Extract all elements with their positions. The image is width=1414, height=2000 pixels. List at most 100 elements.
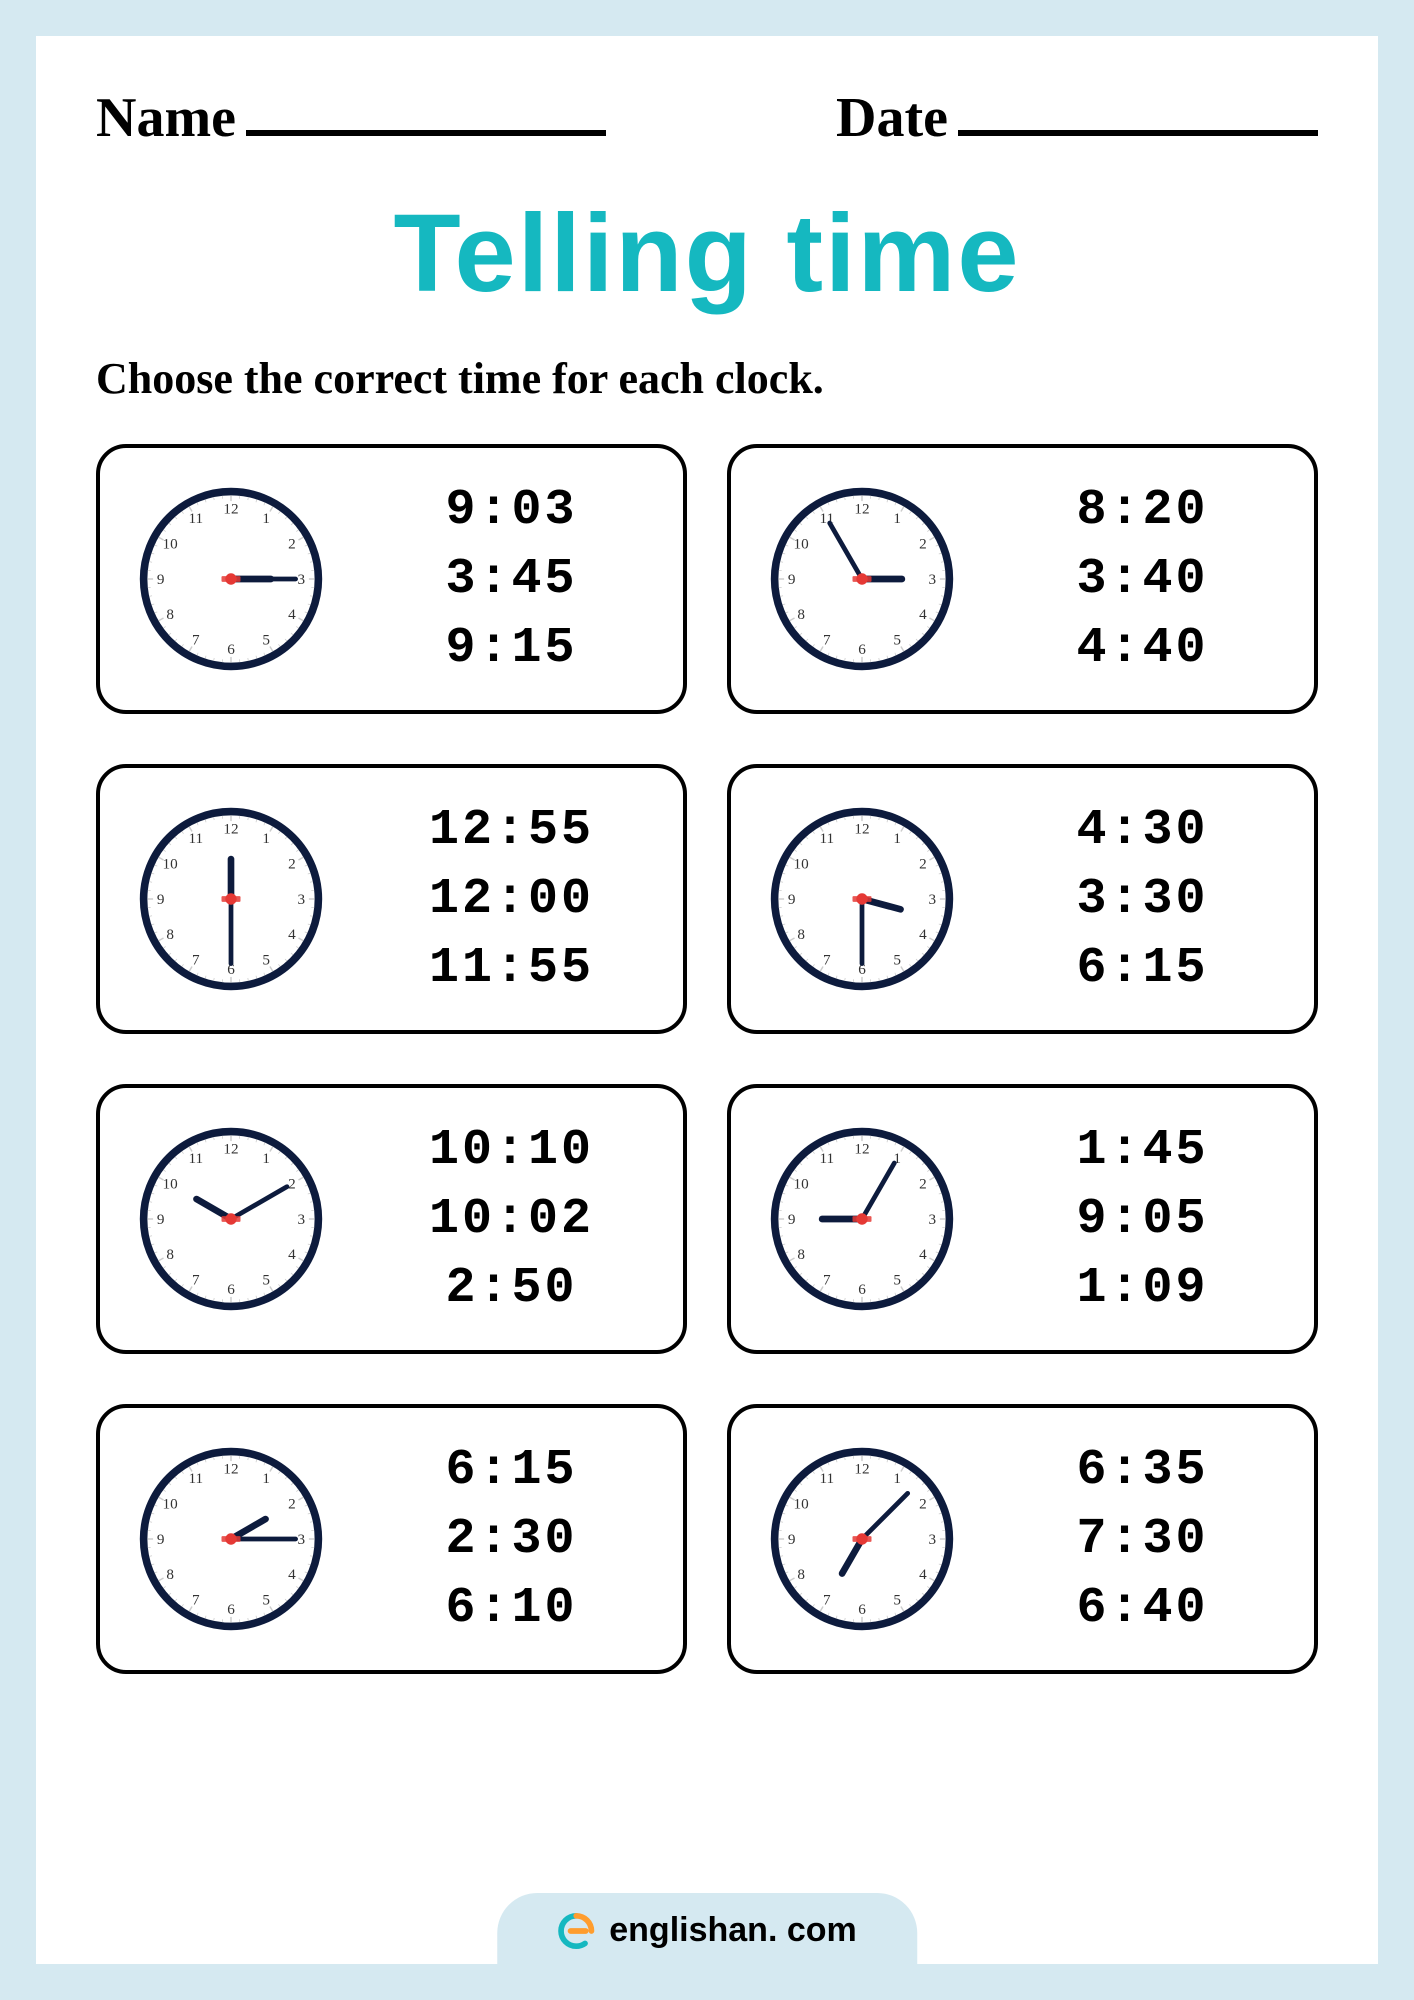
svg-text:5: 5 [893, 1592, 901, 1609]
clock-icon: 123456789101112 [136, 1444, 326, 1634]
clock-card: 123456789101112 10:1010:022:50 [96, 1084, 687, 1354]
svg-text:11: 11 [189, 1150, 204, 1167]
answer-options: 6:35 7:30 6:40 [1007, 1442, 1278, 1637]
answer-option[interactable]: 6:15 [376, 1442, 647, 1499]
clock-grid: 123456789101112 9:033:459:15 12345678910… [96, 444, 1318, 1674]
svg-text:9: 9 [788, 891, 796, 908]
answer-option[interactable]: 12:00 [376, 871, 647, 928]
svg-text:11: 11 [820, 1150, 835, 1167]
clock-card: 123456789101112 12:5512:0011:55 [96, 764, 687, 1034]
svg-text:4: 4 [288, 1566, 296, 1583]
svg-text:12: 12 [223, 1140, 238, 1157]
answer-option[interactable]: 1:09 [1007, 1260, 1278, 1317]
answer-option[interactable]: 10:10 [376, 1122, 647, 1179]
answer-option[interactable]: 2:50 [376, 1260, 647, 1317]
svg-text:1: 1 [893, 830, 901, 847]
svg-text:6: 6 [858, 1601, 866, 1618]
answer-option[interactable]: 2:30 [376, 1511, 647, 1568]
answer-options: 8:20 3:40 4:40 [1007, 482, 1278, 677]
clock-card: 123456789101112 1:459:051:09 [727, 1084, 1318, 1354]
name-field: Name [96, 86, 606, 150]
brand-logo-icon [557, 1912, 595, 1950]
answer-option[interactable]: 4:40 [1007, 620, 1278, 677]
date-input-line[interactable] [958, 130, 1318, 136]
answer-option[interactable]: 4:30 [1007, 802, 1278, 859]
svg-text:12: 12 [854, 1140, 869, 1157]
svg-text:1: 1 [262, 1150, 270, 1167]
clock-card: 123456789101112 8:203:404:40 [727, 444, 1318, 714]
svg-text:11: 11 [820, 830, 835, 847]
name-input-line[interactable] [246, 130, 606, 136]
footer-brand-text: englishan. com [609, 1911, 857, 1950]
svg-text:8: 8 [166, 926, 174, 943]
answer-option[interactable]: 7:30 [1007, 1511, 1278, 1568]
svg-text:5: 5 [262, 632, 270, 649]
svg-text:10: 10 [794, 1176, 810, 1193]
clock-icon: 123456789101112 [767, 1124, 957, 1314]
svg-text:9: 9 [157, 1531, 165, 1548]
clock-card: 123456789101112 6:152:306:10 [96, 1404, 687, 1674]
answer-options: 4:30 3:30 6:15 [1007, 802, 1278, 997]
svg-text:11: 11 [189, 830, 204, 847]
svg-text:7: 7 [192, 1272, 200, 1289]
svg-text:3: 3 [298, 1211, 306, 1228]
svg-text:3: 3 [929, 571, 937, 588]
answer-option[interactable]: 8:20 [1007, 482, 1278, 539]
answer-option[interactable]: 3:45 [376, 551, 647, 608]
answer-option[interactable]: 6:15 [1007, 940, 1278, 997]
svg-text:7: 7 [823, 952, 831, 969]
svg-text:3: 3 [298, 891, 306, 908]
svg-text:2: 2 [288, 1176, 296, 1193]
svg-text:2: 2 [919, 856, 927, 873]
svg-text:7: 7 [192, 1592, 200, 1609]
answer-option[interactable]: 3:40 [1007, 551, 1278, 608]
answer-option[interactable]: 6:40 [1007, 1580, 1278, 1637]
svg-text:8: 8 [797, 1246, 805, 1263]
svg-text:2: 2 [288, 536, 296, 553]
clock-card: 123456789101112 6:357:306:40 [727, 1404, 1318, 1674]
answer-option[interactable]: 3:30 [1007, 871, 1278, 928]
footer-brand-pill: englishan. com [497, 1893, 917, 1964]
clock-icon: 123456789101112 [136, 1124, 326, 1314]
answer-option[interactable]: 12:55 [376, 802, 647, 859]
svg-text:11: 11 [189, 510, 204, 527]
svg-text:9: 9 [788, 571, 796, 588]
svg-text:9: 9 [157, 1211, 165, 1228]
svg-text:1: 1 [893, 1470, 901, 1487]
svg-text:6: 6 [227, 641, 235, 658]
svg-text:9: 9 [788, 1211, 796, 1228]
answer-option[interactable]: 9:05 [1007, 1191, 1278, 1248]
svg-text:8: 8 [797, 926, 805, 943]
svg-text:2: 2 [288, 1496, 296, 1513]
svg-text:6: 6 [227, 1281, 235, 1298]
svg-text:4: 4 [919, 606, 927, 623]
name-label: Name [96, 86, 236, 150]
svg-text:10: 10 [163, 1176, 179, 1193]
svg-text:4: 4 [288, 926, 296, 943]
svg-text:6: 6 [858, 641, 866, 658]
date-field: Date [836, 86, 1318, 150]
date-label: Date [836, 86, 948, 150]
answer-option[interactable]: 10:02 [376, 1191, 647, 1248]
svg-text:7: 7 [823, 1272, 831, 1289]
svg-text:4: 4 [919, 926, 927, 943]
svg-text:7: 7 [192, 632, 200, 649]
svg-text:9: 9 [157, 891, 165, 908]
answer-option[interactable]: 6:10 [376, 1580, 647, 1637]
clock-card: 123456789101112 9:033:459:15 [96, 444, 687, 714]
svg-text:9: 9 [788, 1531, 796, 1548]
answer-option[interactable]: 9:03 [376, 482, 647, 539]
svg-text:12: 12 [223, 820, 238, 837]
answer-option[interactable]: 6:35 [1007, 1442, 1278, 1499]
answer-option[interactable]: 11:55 [376, 940, 647, 997]
svg-text:3: 3 [298, 1531, 306, 1548]
svg-text:2: 2 [288, 856, 296, 873]
svg-text:2: 2 [919, 536, 927, 553]
svg-text:4: 4 [288, 1246, 296, 1263]
clock-card: 123456789101112 4:303:306:15 [727, 764, 1318, 1034]
svg-text:12: 12 [854, 1460, 869, 1477]
svg-text:10: 10 [794, 1496, 810, 1513]
answer-option[interactable]: 9:15 [376, 620, 647, 677]
answer-option[interactable]: 1:45 [1007, 1122, 1278, 1179]
answer-options: 9:03 3:45 9:15 [376, 482, 647, 677]
